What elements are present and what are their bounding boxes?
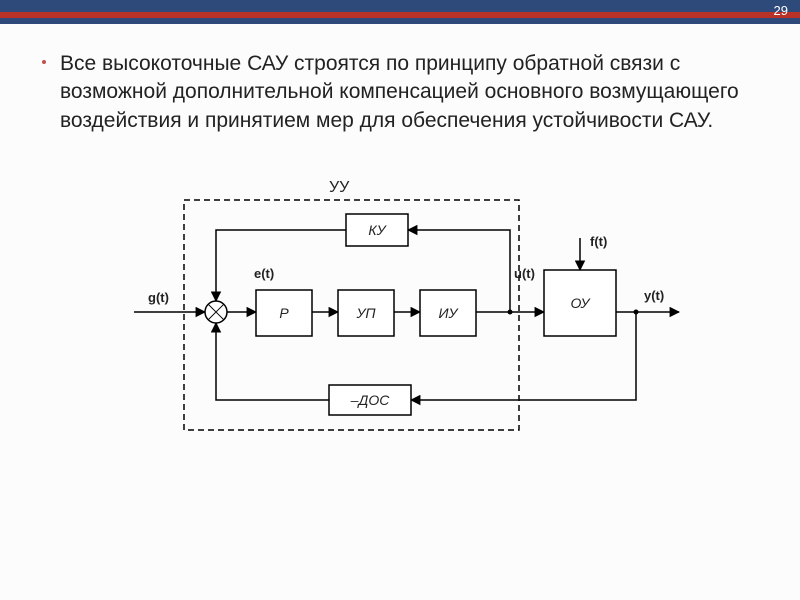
svg-text:f(t): f(t) [590,234,607,249]
diagram-svg: УУ КУ Р УП ИУ –ДОС ОУ g(t) e(t) u(t) f(t) y(t) [124,170,684,460]
svg-text:–ДОС: –ДОС [350,392,391,408]
svg-text:e(t): e(t) [254,266,274,281]
svg-text:УП: УП [355,305,376,321]
bullet-item: Все высокоточные САУ строятся по принцип… [60,50,748,135]
header-red-stripe [0,12,800,18]
page-number: 29 [774,3,788,18]
svg-text:u(t): u(t) [514,266,535,281]
svg-text:КУ: КУ [368,222,387,238]
block-diagram: УУ КУ Р УП ИУ –ДОС ОУ g(t) e(t) u(t) f(t) y(t) [124,170,684,460]
svg-text:g(t): g(t) [148,290,169,305]
header-bar: 29 [0,0,800,24]
svg-text:УУ: УУ [329,179,350,196]
svg-text:ИУ: ИУ [439,305,460,321]
slide-content: Все высокоточные САУ строятся по принцип… [0,24,800,460]
svg-text:ОУ: ОУ [571,295,592,311]
bullet-dot-icon [42,60,46,64]
svg-text:y(t): y(t) [644,288,664,303]
bullet-text: Все высокоточные САУ строятся по принцип… [60,50,748,135]
svg-text:Р: Р [279,305,289,321]
